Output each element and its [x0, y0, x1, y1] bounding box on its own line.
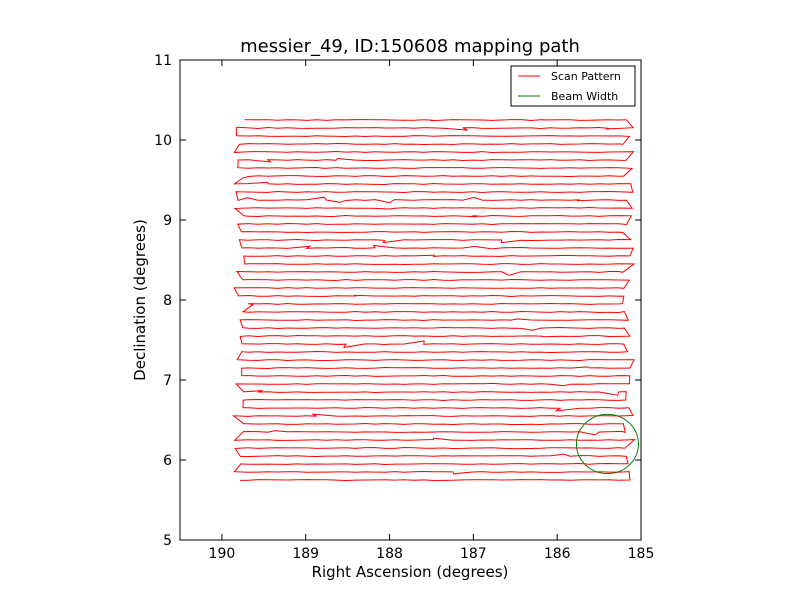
- y-tick-label: 6: [163, 453, 172, 469]
- x-tick-label: 188: [376, 546, 403, 562]
- x-axis-label: Right Ascension (degrees): [312, 563, 509, 581]
- y-tick-label: 9: [163, 213, 172, 229]
- legend-scan-pattern-label: Scan Pattern: [551, 70, 621, 83]
- x-tick-label: 189: [292, 546, 319, 562]
- chart-title: messier_49, ID:150608 mapping path: [240, 36, 580, 57]
- y-tick-label: 7: [163, 373, 172, 389]
- x-tick-label: 190: [209, 546, 236, 562]
- x-tick-label: 187: [460, 546, 487, 562]
- y-tick-label: 11: [154, 53, 172, 69]
- scan-pattern-line: [231, 119, 637, 482]
- beam-width-circle: [575, 413, 639, 475]
- y-tick-label: 8: [163, 293, 172, 309]
- y-axis-ticks: 5 6 7 8 9 10 11: [154, 53, 641, 549]
- legend-beam-width-label: Beam Width: [551, 90, 618, 103]
- plot-area: 190 189 188 187 186 185 5 6 7 8 9 10 11: [154, 53, 654, 562]
- y-tick-label: 5: [163, 533, 172, 549]
- x-tick-label: 185: [628, 546, 655, 562]
- y-axis-label: Declination (degrees): [131, 219, 149, 381]
- x-axis-ticks: 190 189 188 187 186 185: [209, 60, 655, 562]
- legend: Scan Pattern Beam Width: [510, 65, 636, 107]
- beam-width-series: [575, 413, 639, 475]
- x-tick-label: 186: [544, 546, 571, 562]
- y-tick-label: 10: [154, 133, 172, 149]
- legend-box: [510, 65, 636, 107]
- scan-pattern-series: [231, 119, 637, 482]
